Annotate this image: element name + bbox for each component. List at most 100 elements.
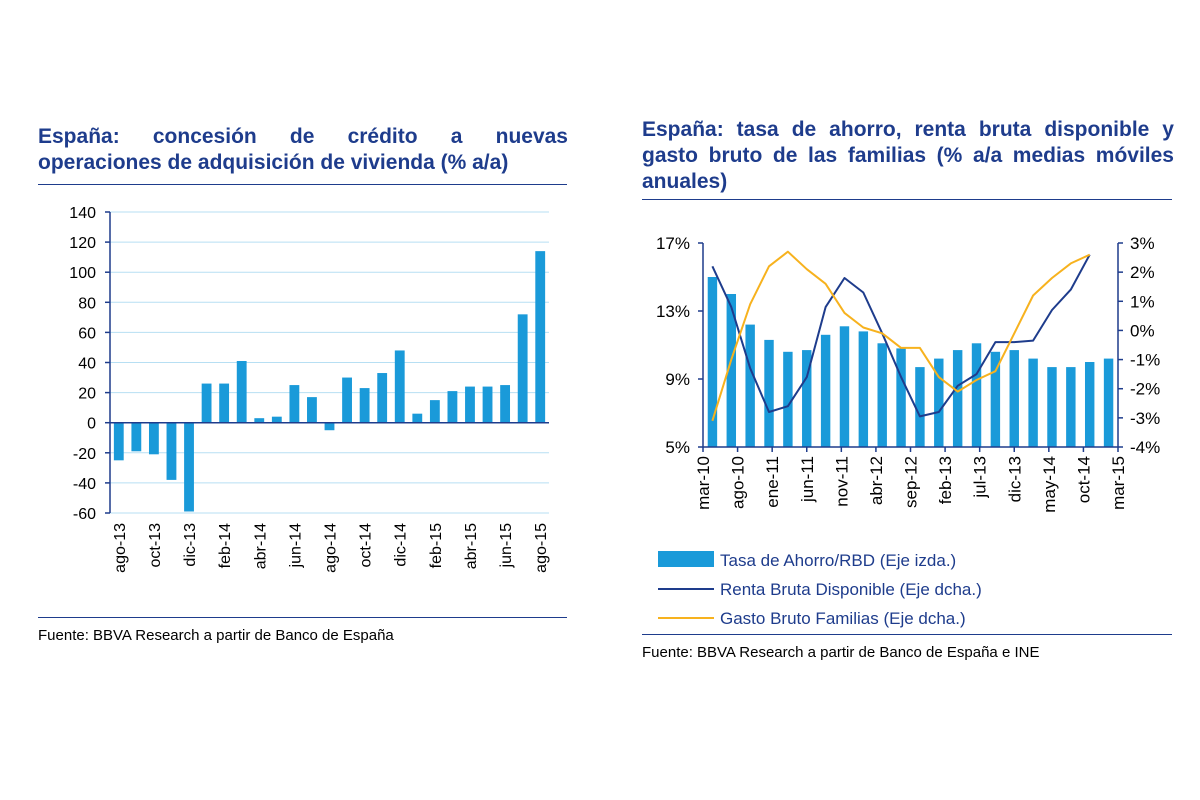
- ahorro-bar: [877, 343, 887, 447]
- left-title-line-1: España: concesión de crédito a nuevas: [38, 125, 568, 148]
- y-tick-label: 100: [69, 265, 96, 282]
- bar-oct-13: [148, 422, 159, 455]
- renta-line: [711, 254, 1091, 418]
- y-tick-label: 60: [78, 325, 96, 342]
- right-y-tick-label: 2%: [1130, 263, 1155, 282]
- bar-sep-13: [131, 422, 142, 452]
- right-source: Fuente: BBVA Research a partir de Banco …: [642, 644, 1040, 661]
- bar-dic-14: [394, 350, 405, 423]
- ahorro-bar: [990, 351, 1001, 447]
- right-y-tick-label: -3%: [1130, 409, 1160, 428]
- bar-jun-15: [500, 385, 511, 423]
- ahorro-bar: [1066, 367, 1076, 447]
- bar-nov-13: [166, 422, 177, 480]
- right-chart-title: España: tasa de ahorro, renta bruta disp…: [642, 118, 1174, 193]
- ahorro-bar: [839, 326, 850, 447]
- bar-may-15: [482, 386, 493, 423]
- x-tick-label: ago-14: [323, 523, 340, 573]
- gasto-line: [711, 250, 1091, 422]
- legend: Tasa de Ahorro/RBD (Eje izda.) Renta Bru…: [658, 551, 982, 628]
- right-title-rule: [642, 199, 1172, 200]
- ahorro-bar: [1028, 358, 1038, 447]
- ahorro-bar: [971, 343, 982, 447]
- ahorro-bar: [802, 350, 812, 447]
- bar-ene-15: [412, 413, 423, 423]
- ahorro-bar: [952, 350, 963, 447]
- y-tick-label: 80: [78, 295, 96, 312]
- bar-ago-15: [535, 251, 546, 423]
- bar-mar-14: [236, 360, 247, 423]
- ahorro-bar: [915, 367, 925, 447]
- bar-mar-15: [447, 391, 458, 423]
- y-tick-label: 120: [69, 235, 96, 252]
- ahorro-bar: [1009, 350, 1019, 447]
- x-tick-label: ago-10: [729, 456, 748, 509]
- left-title-rule: [38, 184, 567, 185]
- ahorro-bar: [820, 334, 831, 447]
- y-tick-label: -20: [73, 446, 96, 463]
- bar-abr-14: [254, 418, 265, 423]
- legend-swatch-ahorro: [658, 551, 714, 567]
- ahorro-bar: [764, 339, 774, 447]
- legend-label-renta: Renta Bruta Disponible (Eje dcha.): [720, 580, 982, 599]
- ahorro-bar: [934, 358, 944, 447]
- x-tick-label: mar-15: [1109, 456, 1128, 510]
- bar-abr-15: [465, 386, 475, 423]
- x-tick-label: ago-13: [112, 523, 129, 573]
- x-tick-label: ago-15: [533, 523, 550, 573]
- bar-dic-13: [184, 422, 194, 512]
- x-tick-label: feb-13: [936, 456, 955, 504]
- x-tick-label: may-14: [1040, 456, 1059, 513]
- x-tick-label: sep-12: [902, 456, 921, 508]
- x-tick-label: oct-13: [147, 523, 164, 568]
- left-y-tick-label: 17%: [656, 234, 690, 253]
- x-tick-label: abr-14: [252, 523, 269, 569]
- x-tick-label: jun-14: [287, 523, 304, 569]
- x-tick-label: abr-12: [867, 456, 886, 505]
- right-y-tick-label: -2%: [1130, 380, 1160, 399]
- right-y-tick-label: -4%: [1130, 438, 1160, 457]
- bar-ago-13: [113, 422, 124, 461]
- x-tick-label: jun-15: [498, 523, 515, 569]
- legend-label-ahorro: Tasa de Ahorro/RBD (Eje izda.): [720, 551, 956, 570]
- bar-oct-14: [359, 388, 370, 423]
- x-tick-label: dic-13: [1005, 456, 1024, 502]
- right-y-tick-label: -1%: [1130, 351, 1160, 370]
- ahorro-bar: [1084, 362, 1095, 447]
- x-tick-label: oct-14: [358, 523, 375, 568]
- x-tick-label: dic-13: [182, 523, 199, 567]
- x-tick-label: jul-13: [971, 456, 990, 499]
- legend-label-gasto: Gasto Bruto Familias (Eje dcha.): [720, 609, 966, 628]
- left-y-tick-label: 13%: [656, 302, 690, 321]
- bar-sep-14: [342, 377, 352, 423]
- bar-ago-14: [324, 422, 335, 431]
- ahorro-bar: [726, 294, 737, 447]
- right-y-tick-label: 1%: [1130, 292, 1155, 311]
- left-source: Fuente: BBVA Research a partir de Banco …: [38, 627, 394, 644]
- left-title-line-2: operaciones de adquisición de vivienda (…: [38, 151, 509, 174]
- y-tick-label: 0: [87, 416, 96, 433]
- x-tick-label: jun-11: [798, 456, 817, 503]
- left-chart-title: España: concesión de crédito a nuevas op…: [38, 124, 568, 176]
- x-tick-label: feb-14: [217, 523, 234, 568]
- bar-jun-14: [289, 385, 300, 423]
- x-tick-label: nov-11: [832, 456, 851, 507]
- y-tick-label: 140: [69, 205, 96, 222]
- ahorro-bar: [896, 348, 906, 447]
- x-tick-label: dic-14: [393, 523, 410, 567]
- x-tick-label: feb-15: [428, 523, 445, 568]
- right-y-tick-label: 0%: [1130, 321, 1155, 340]
- bar-jul-14: [307, 397, 317, 423]
- ahorro-bar: [783, 351, 793, 447]
- bar-jul-15: [517, 314, 528, 423]
- right-footer-rule: [642, 634, 1172, 635]
- y-tick-label: 20: [78, 386, 96, 403]
- ahorro-bar: [1103, 358, 1114, 447]
- x-tick-label: oct-14: [1074, 456, 1093, 503]
- ahorro-bar: [1047, 367, 1057, 447]
- x-tick-label: mar-10: [694, 456, 713, 510]
- right-y-tick-label: 3%: [1130, 234, 1155, 253]
- x-tick-label: abr-15: [463, 523, 480, 569]
- ahorro-bar: [858, 331, 869, 447]
- y-tick-label: 40: [78, 356, 96, 373]
